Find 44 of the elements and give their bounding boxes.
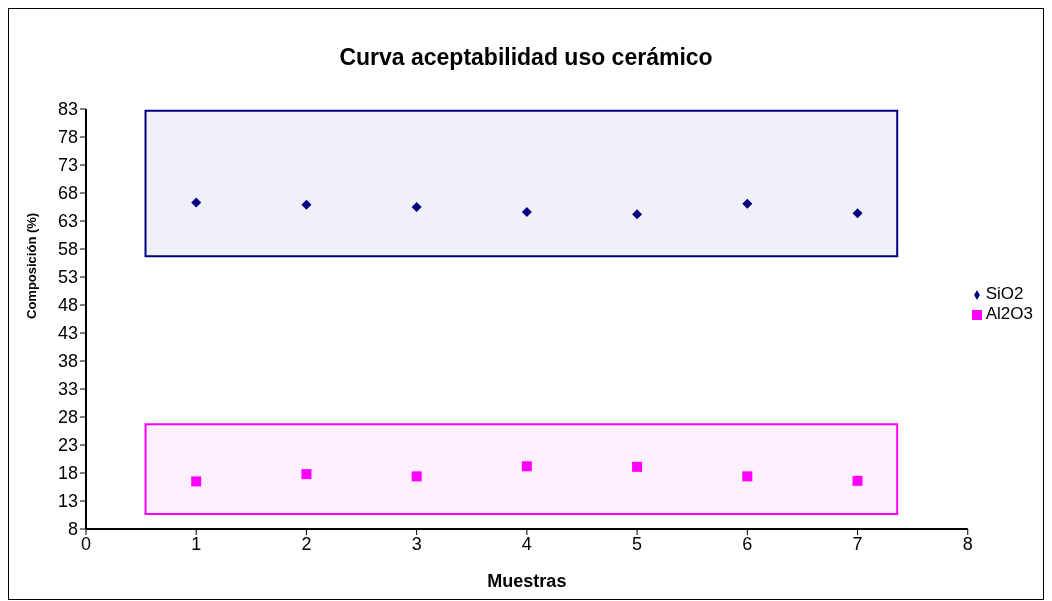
legend-label: SiO2 [985, 284, 1024, 303]
y-tick-label: 58 [57, 239, 78, 260]
point [852, 475, 863, 486]
point [301, 199, 312, 210]
y-tick-label: 78 [57, 127, 78, 148]
y-tick-label: 8 [67, 519, 78, 540]
y-tick-label: 33 [57, 379, 78, 400]
point [411, 471, 422, 482]
x-tick-label: 1 [191, 533, 202, 554]
y-tick-label: 13 [57, 491, 78, 512]
x-tick-label: 3 [411, 533, 422, 554]
point [742, 198, 753, 209]
y-tick-label: 28 [57, 407, 78, 428]
y-tick-label: 83 [57, 99, 78, 120]
y-tick-label: 73 [57, 155, 78, 176]
y-tick-label: 43 [57, 323, 78, 344]
point [301, 469, 312, 480]
y-tick-label: 68 [57, 183, 78, 204]
point [521, 207, 532, 218]
y-tick-label: 38 [57, 351, 78, 372]
y-tick-label: 63 [57, 211, 78, 232]
y-axis-title: Composición (%) [23, 212, 39, 319]
x-tick-label: 4 [521, 533, 532, 554]
point [742, 471, 753, 482]
point [632, 209, 643, 220]
point [191, 476, 202, 487]
x-tick-label: 5 [632, 533, 643, 554]
x-tick-label: 0 [80, 533, 92, 554]
x-axis-title: Muestras [487, 571, 567, 591]
y-tick-label: 18 [57, 463, 78, 484]
x-tick-label: 2 [301, 533, 312, 554]
y-tick-label: 23 [57, 435, 78, 456]
y-tick-label: 48 [57, 295, 78, 316]
chart-title: Curva aceptabilidad uso cerámico [338, 44, 714, 71]
point [852, 208, 863, 219]
point [521, 461, 532, 472]
point [191, 197, 202, 208]
legend-label: Al2O3 [985, 304, 1033, 323]
x-tick-label: 7 [852, 533, 863, 554]
point [411, 202, 422, 212]
x-tick-label: 6 [742, 533, 753, 554]
point [632, 461, 643, 472]
y-tick-label: 53 [57, 267, 78, 288]
x-tick-label: 8 [962, 533, 973, 554]
